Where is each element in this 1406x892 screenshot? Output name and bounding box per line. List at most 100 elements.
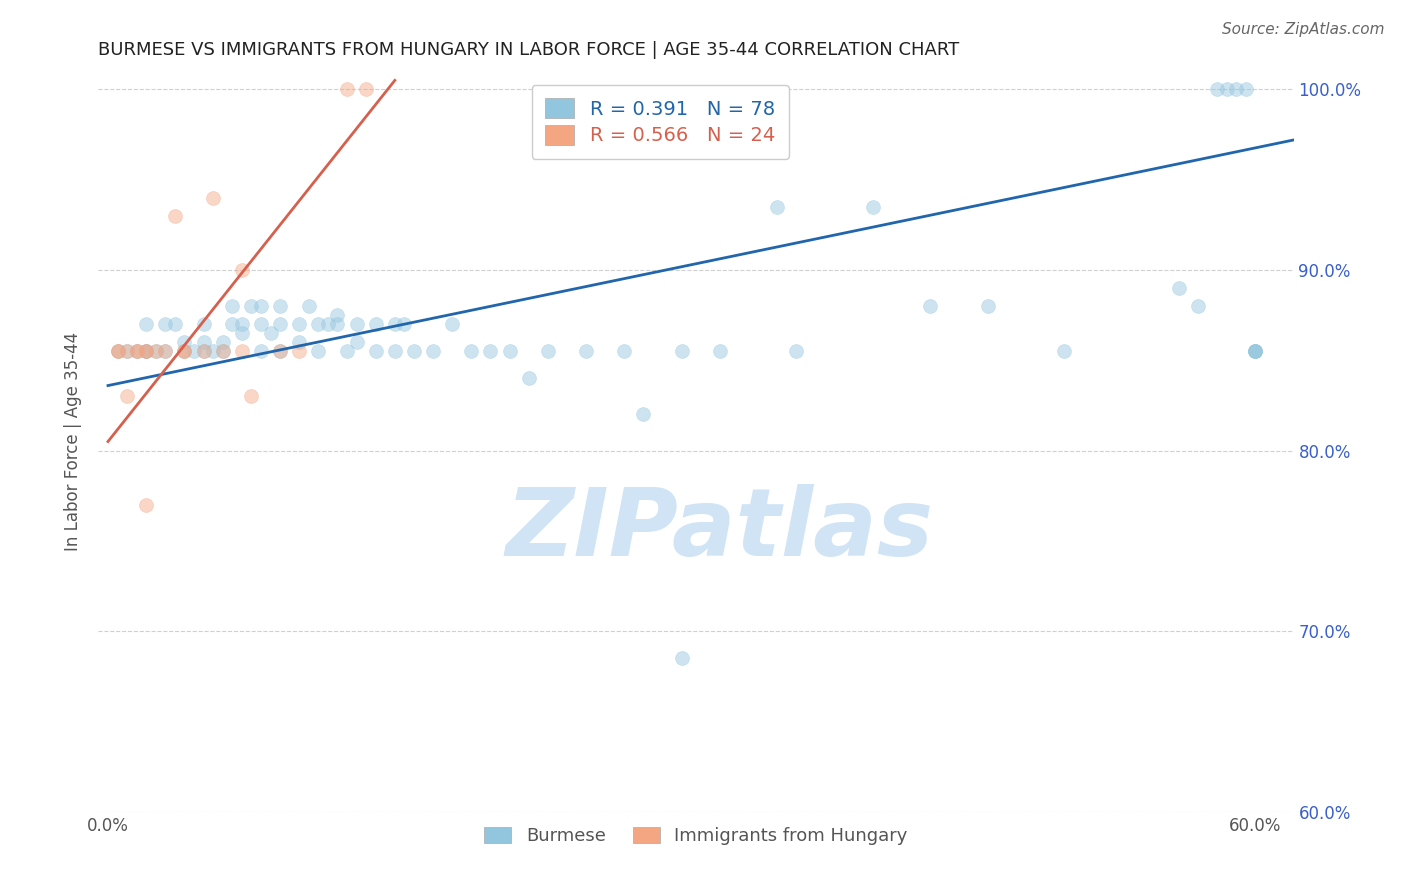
- Point: [135, 344, 157, 359]
- Point: [862, 200, 884, 214]
- Point: [1244, 344, 1267, 359]
- Point: [107, 344, 129, 359]
- Point: [135, 317, 157, 331]
- Point: [135, 344, 157, 359]
- Text: BURMESE VS IMMIGRANTS FROM HUNGARY IN LABOR FORCE | AGE 35-44 CORRELATION CHART: BURMESE VS IMMIGRANTS FROM HUNGARY IN LA…: [98, 41, 960, 59]
- Point: [125, 344, 148, 359]
- Point: [709, 344, 731, 359]
- Point: [316, 317, 339, 331]
- Point: [202, 191, 225, 205]
- Point: [250, 344, 273, 359]
- Point: [115, 389, 138, 403]
- Point: [125, 344, 148, 359]
- Point: [384, 344, 406, 359]
- Point: [269, 299, 291, 313]
- Point: [173, 335, 195, 350]
- Point: [231, 263, 253, 277]
- Point: [193, 317, 215, 331]
- Point: [231, 317, 253, 331]
- Point: [575, 344, 598, 359]
- Point: [183, 344, 205, 359]
- Point: [326, 317, 349, 331]
- Point: [173, 344, 195, 359]
- Text: ZIPatlas: ZIPatlas: [506, 484, 934, 576]
- Point: [1244, 344, 1267, 359]
- Y-axis label: In Labor Force | Age 35-44: In Labor Force | Age 35-44: [65, 332, 83, 551]
- Point: [135, 344, 157, 359]
- Point: [221, 299, 243, 313]
- Point: [1398, 344, 1406, 359]
- Point: [498, 344, 520, 359]
- Point: [1053, 344, 1076, 359]
- Point: [460, 344, 482, 359]
- Point: [211, 344, 233, 359]
- Point: [1167, 281, 1189, 295]
- Point: [202, 344, 225, 359]
- Point: [346, 335, 368, 350]
- Point: [346, 317, 368, 331]
- Point: [671, 344, 693, 359]
- Point: [633, 408, 655, 422]
- Point: [193, 344, 215, 359]
- Point: [394, 317, 416, 331]
- Point: [1187, 299, 1209, 313]
- Text: Source: ZipAtlas.com: Source: ZipAtlas.com: [1222, 22, 1385, 37]
- Point: [671, 651, 693, 665]
- Point: [1225, 82, 1247, 96]
- Point: [307, 344, 329, 359]
- Point: [163, 209, 186, 223]
- Point: [231, 344, 253, 359]
- Point: [107, 344, 129, 359]
- Point: [221, 317, 243, 331]
- Point: [336, 344, 359, 359]
- Point: [211, 344, 233, 359]
- Point: [145, 344, 167, 359]
- Point: [479, 344, 502, 359]
- Point: [115, 344, 138, 359]
- Point: [250, 299, 273, 313]
- Point: [240, 389, 263, 403]
- Point: [107, 344, 129, 359]
- Point: [155, 317, 177, 331]
- Point: [1234, 82, 1257, 96]
- Point: [441, 317, 464, 331]
- Point: [976, 299, 998, 313]
- Point: [269, 344, 291, 359]
- Point: [155, 344, 177, 359]
- Point: [173, 344, 195, 359]
- Point: [422, 344, 444, 359]
- Point: [240, 299, 263, 313]
- Point: [135, 344, 157, 359]
- Point: [288, 317, 311, 331]
- Point: [920, 299, 942, 313]
- Point: [269, 317, 291, 331]
- Point: [384, 317, 406, 331]
- Point: [364, 317, 387, 331]
- Point: [193, 344, 215, 359]
- Point: [402, 344, 425, 359]
- Point: [307, 317, 329, 331]
- Point: [163, 317, 186, 331]
- Point: [250, 317, 273, 331]
- Point: [1244, 344, 1267, 359]
- Point: [288, 344, 311, 359]
- Point: [1206, 82, 1229, 96]
- Point: [298, 299, 321, 313]
- Point: [211, 335, 233, 350]
- Point: [336, 82, 359, 96]
- Point: [288, 335, 311, 350]
- Point: [1244, 344, 1267, 359]
- Legend: Burmese, Immigrants from Hungary: Burmese, Immigrants from Hungary: [475, 818, 917, 855]
- Point: [259, 326, 281, 341]
- Point: [193, 335, 215, 350]
- Point: [135, 498, 157, 512]
- Point: [145, 344, 167, 359]
- Point: [1215, 82, 1237, 96]
- Point: [613, 344, 636, 359]
- Point: [537, 344, 560, 359]
- Point: [785, 344, 807, 359]
- Point: [231, 326, 253, 341]
- Point: [155, 344, 177, 359]
- Point: [354, 82, 377, 96]
- Point: [269, 344, 291, 359]
